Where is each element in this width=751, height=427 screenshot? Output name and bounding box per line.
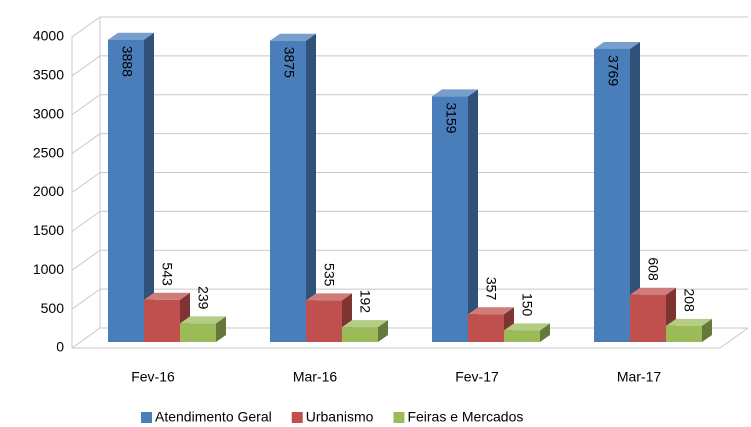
bar-front	[468, 314, 504, 342]
data-label: 3769	[605, 55, 621, 86]
y-tick-label: 1000	[33, 261, 64, 277]
grid-line	[71, 210, 748, 232]
bar-front	[306, 300, 342, 342]
x-tick-label: Mar-16	[293, 369, 338, 385]
grid-line	[71, 172, 748, 193]
x-tick-label: Fev-17	[455, 369, 499, 385]
bar-front	[270, 40, 306, 342]
bar	[144, 292, 190, 342]
bar-top	[666, 318, 712, 326]
grid-line	[71, 16, 748, 38]
bar-top	[594, 41, 640, 49]
bar	[342, 320, 388, 342]
bar-top	[630, 287, 676, 295]
bar-side	[378, 320, 388, 342]
data-label: 192	[357, 290, 373, 314]
grid-line	[71, 249, 748, 271]
y-tick-label: 500	[41, 300, 65, 316]
bar	[432, 89, 478, 342]
bar-top	[504, 323, 550, 331]
bar-top	[432, 89, 478, 97]
grid-line	[71, 55, 748, 77]
y-tick-label: 1500	[33, 222, 64, 238]
data-label: 208	[681, 288, 697, 312]
bar-front	[630, 294, 666, 342]
bar-front	[504, 330, 540, 342]
x-tick-label: Mar-17	[617, 369, 662, 385]
grid-line	[71, 133, 748, 155]
bar-side	[144, 32, 154, 342]
data-label: 3875	[281, 47, 297, 78]
y-tick-label: 3000	[33, 105, 64, 121]
bar-side	[630, 41, 640, 342]
data-label: 3159	[443, 102, 459, 133]
bar	[270, 33, 316, 342]
bar-top	[144, 292, 190, 300]
bar-front	[666, 325, 702, 342]
data-label: 3888	[119, 46, 135, 77]
bar	[666, 318, 712, 342]
bar-front	[180, 323, 216, 342]
bar	[594, 41, 640, 342]
bar-top	[108, 32, 154, 40]
y-tick-label: 3500	[33, 67, 64, 83]
data-label: 543	[159, 262, 175, 286]
data-label: 357	[483, 277, 499, 301]
legend-label: Urbanismo	[306, 409, 374, 425]
bar-top	[306, 293, 352, 301]
legend-label: Atendimento Geral	[155, 409, 272, 425]
bar-top	[342, 320, 388, 328]
data-label: 150	[519, 293, 535, 317]
bar-front	[594, 48, 630, 342]
bar-front	[108, 39, 144, 342]
bar-top	[468, 307, 514, 315]
y-tick-label: 2500	[33, 144, 64, 160]
legend-swatch	[141, 412, 152, 423]
bar-front	[432, 96, 468, 342]
y-tick-label: 2000	[33, 183, 64, 199]
bar-front	[342, 327, 378, 342]
bar	[306, 293, 352, 342]
legend-label: Feiras e Mercados	[407, 409, 523, 425]
legend-swatch	[393, 412, 405, 423]
grid-line	[71, 288, 748, 310]
bar	[504, 323, 550, 342]
bar-top	[180, 316, 226, 324]
bar-top	[270, 33, 316, 41]
bar-side	[540, 323, 550, 342]
bar	[630, 287, 676, 342]
bar-side	[702, 318, 712, 342]
bar-side	[216, 316, 226, 342]
legend-swatch	[291, 412, 303, 423]
grid-line	[71, 94, 748, 116]
data-label: 535	[321, 263, 337, 287]
data-label: 239	[195, 286, 211, 310]
floor-edge	[719, 327, 749, 349]
y-tick-label: 4000	[33, 28, 64, 44]
bar-side	[306, 33, 316, 342]
bar-front	[144, 299, 180, 342]
bar-side	[468, 89, 478, 342]
bar	[108, 32, 154, 342]
x-tick-label: Fev-16	[131, 369, 175, 385]
y-tick-label: 0	[56, 339, 64, 355]
bar	[180, 316, 226, 342]
data-label: 608	[645, 257, 661, 281]
